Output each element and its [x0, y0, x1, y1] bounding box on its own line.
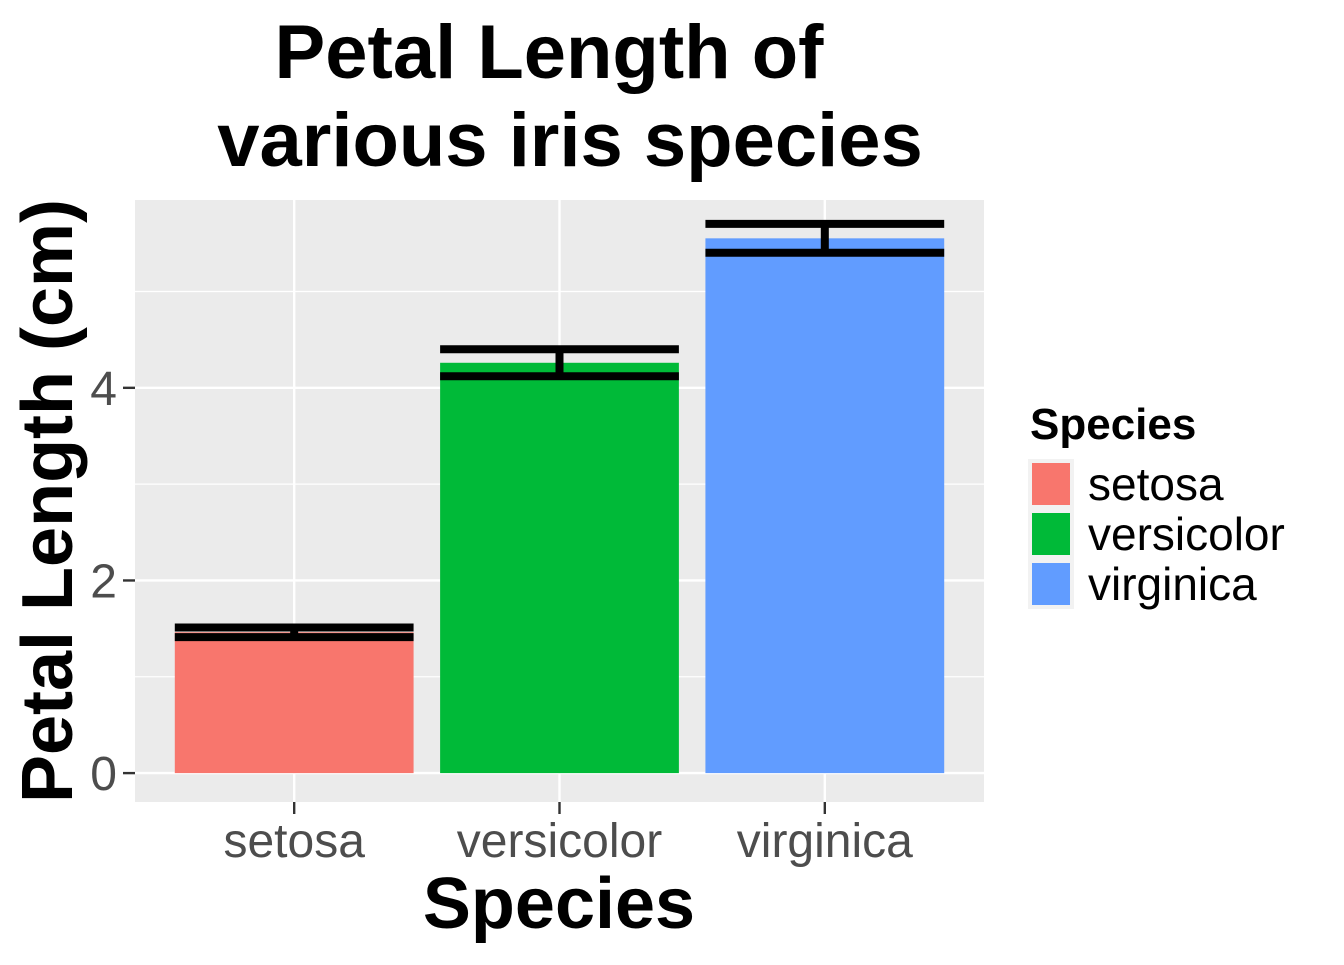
error-bar-setosa: [174, 623, 414, 642]
x-tick-label: versicolor: [457, 815, 662, 868]
legend-key-versicolor: [1032, 513, 1070, 555]
y-axis-title: Petal Length (cm): [8, 199, 88, 803]
x-tick-label: virginica: [737, 815, 913, 868]
bars: [174, 238, 945, 774]
legend-label-setosa: setosa: [1088, 458, 1224, 510]
bar-virginica: [705, 238, 945, 774]
error-bar-versicolor: [440, 345, 679, 381]
chart-title-line-2: various iris species: [217, 98, 923, 183]
y-tick-label: 4: [90, 363, 117, 416]
legend-item: setosa: [1028, 458, 1224, 510]
legend-key-setosa: [1032, 463, 1070, 505]
bar-versicolor: [440, 362, 679, 774]
x-axis: setosa versicolor virginica: [223, 802, 913, 868]
legend-item: virginica: [1028, 558, 1257, 610]
y-axis: 0 2 4: [90, 363, 135, 801]
y-tick-label: 2: [90, 555, 117, 608]
legend-label-versicolor: versicolor: [1088, 508, 1285, 560]
bar-setosa: [174, 632, 414, 774]
legend-label-virginica: virginica: [1088, 558, 1257, 610]
legend-title: Species: [1030, 400, 1196, 449]
y-tick-label: 0: [90, 748, 117, 801]
error-bars: [174, 219, 945, 642]
chart-title-line-1: Petal Length of: [275, 10, 825, 95]
x-axis-title: Species: [423, 864, 695, 944]
x-tick-label: setosa: [223, 815, 365, 868]
legend-key-virginica: [1032, 563, 1070, 605]
legend-item: versicolor: [1028, 508, 1285, 560]
error-bar-virginica: [705, 219, 945, 257]
